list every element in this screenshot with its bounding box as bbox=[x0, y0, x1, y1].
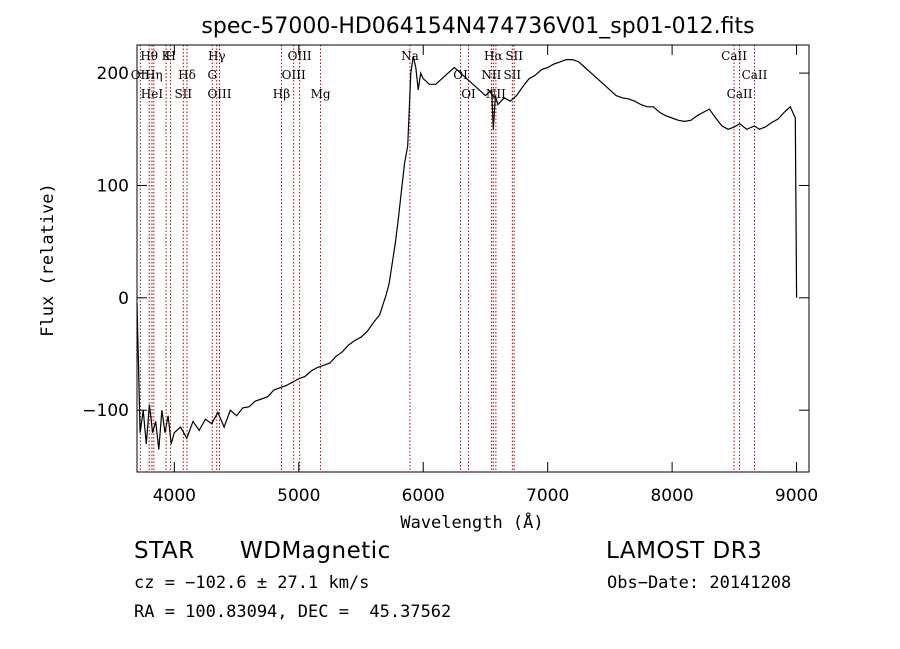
object-subclass: WDMagnetic bbox=[240, 538, 391, 564]
line-marker-label: NII bbox=[481, 68, 501, 82]
line-marker-label: G bbox=[207, 68, 217, 82]
line-marker-label: Hγ bbox=[208, 49, 226, 63]
line-marker-label: Hβ bbox=[273, 87, 290, 101]
line-marker-label: OIII bbox=[288, 49, 312, 63]
chart-title: spec-57000-HD064154N474736V01_sp01-012.f… bbox=[201, 14, 754, 39]
line-marker-label: K bbox=[162, 49, 172, 63]
line-marker-label: CaII bbox=[721, 49, 747, 63]
line-marker-label: Hα bbox=[484, 49, 503, 63]
y-axis-label: Flux (relative) bbox=[38, 183, 58, 337]
survey-name: LAMOST DR3 bbox=[606, 538, 763, 564]
line-marker-label: Hδ bbox=[178, 68, 196, 82]
line-marker-label: SII bbox=[174, 87, 192, 101]
spectrum-line bbox=[136, 56, 798, 450]
emission-line-labels: Hθ OII HeI K Hη SII HHδ OIII Hγ G Hβ OIII OIII Mg Na OI… bbox=[131, 49, 768, 101]
x-tick-label: 7000 bbox=[526, 486, 569, 506]
line-marker-label: H bbox=[165, 49, 175, 63]
line-marker-label: CaII bbox=[727, 87, 753, 101]
y-tick-label: 0 bbox=[118, 289, 129, 309]
line-marker-label: Mg bbox=[311, 87, 331, 101]
x-tick-label: 9000 bbox=[775, 486, 818, 506]
y-tick-label: 100 bbox=[97, 176, 129, 196]
line-marker-label: HeI bbox=[141, 87, 164, 101]
x-axis-label: Wavelength (Å) bbox=[400, 511, 543, 533]
plot-frame bbox=[136, 44, 810, 473]
line-marker-label: OI bbox=[461, 87, 476, 101]
y-tick-label: −100 bbox=[82, 401, 129, 421]
line-marker-label: OI bbox=[453, 68, 468, 82]
x-tick-label: 6000 bbox=[402, 486, 445, 506]
line-marker-label: SII bbox=[503, 68, 521, 82]
x-tick-label: 8000 bbox=[650, 486, 693, 506]
line-marker-label: Hη bbox=[145, 68, 163, 82]
x-tick-label: 5000 bbox=[277, 486, 320, 506]
emission-line-markers bbox=[139, 45, 755, 472]
line-marker-label: OIII bbox=[282, 68, 306, 82]
x-tick-label: 4000 bbox=[153, 486, 196, 506]
line-marker-label: Hθ bbox=[140, 49, 158, 63]
line-marker-label: Na bbox=[401, 49, 419, 63]
line-marker-label: CaII bbox=[742, 68, 768, 82]
y-tick-label: 200 bbox=[97, 64, 129, 84]
obs-date: Obs−Date: 20141208 bbox=[607, 573, 792, 593]
line-marker-label: OIII bbox=[207, 87, 231, 101]
object-class: STAR bbox=[134, 538, 195, 564]
line-marker-label: OII bbox=[131, 68, 151, 82]
y-axis: −100 0 100 200 bbox=[82, 64, 809, 421]
x-axis: 4000 5000 6000 7000 8000 9000 bbox=[153, 45, 818, 506]
line-marker-label: SII bbox=[505, 49, 523, 63]
coordinates: RA = 100.83094, DEC = 45.37562 bbox=[134, 602, 452, 622]
redshift-text: cz = −102.6 ± 27.1 km/s bbox=[134, 573, 370, 593]
